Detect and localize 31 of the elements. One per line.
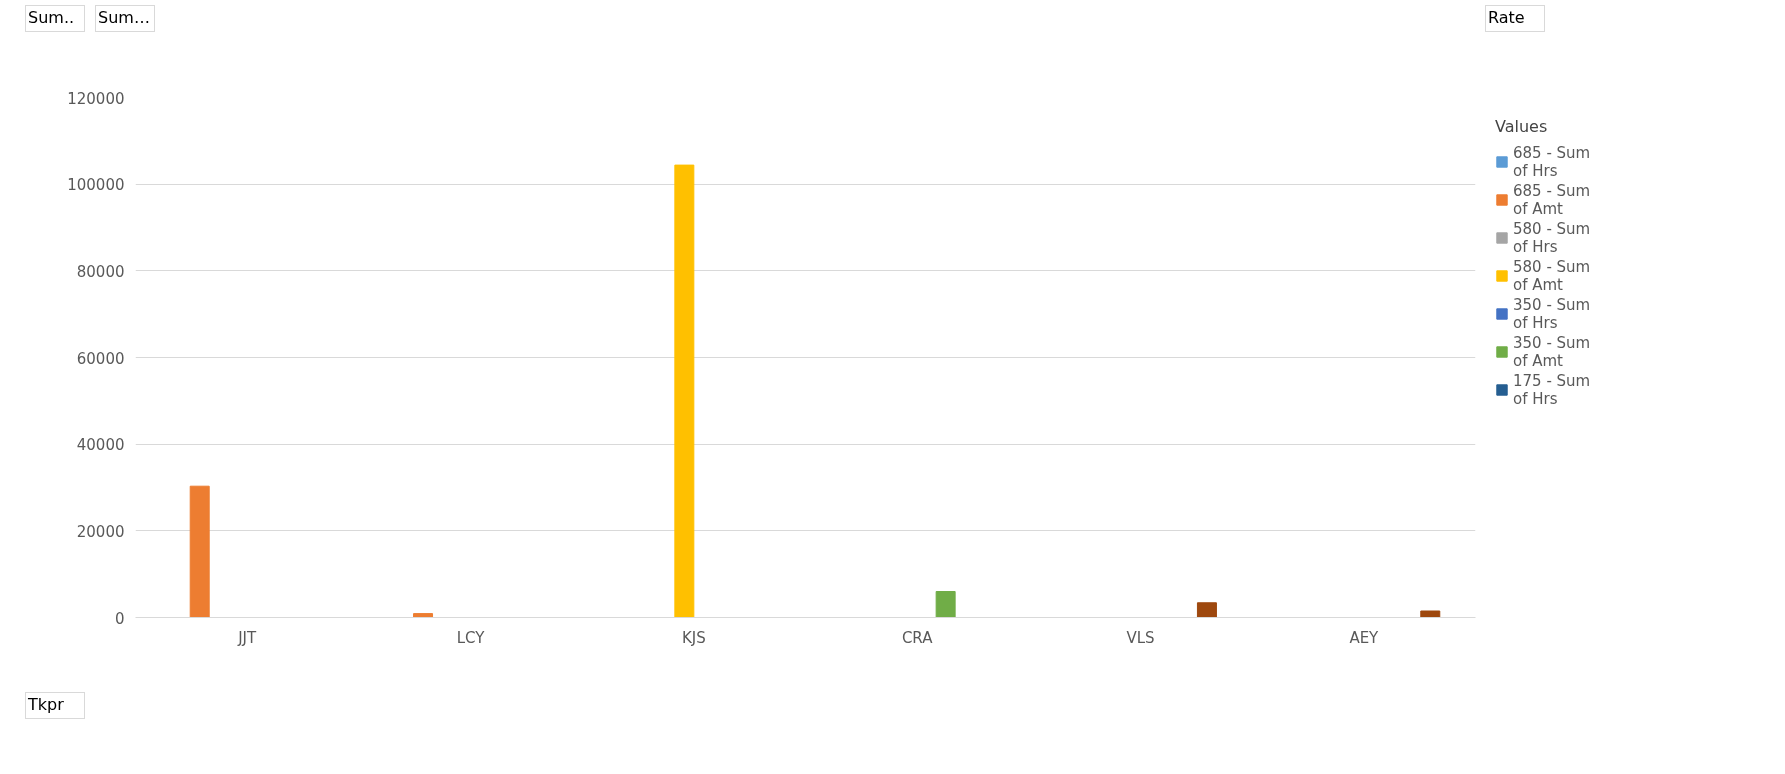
bar [189,485,210,618]
x-tick-label: CRA [901,628,934,647]
legend-label: 350 - Sum of Hrs [1513,295,1591,332]
text: Sum.. [28,7,75,29]
legend-label: 175 - Sum of Hrs [1513,371,1591,408]
legend-label: 685 - Sum of Hrs [1513,143,1591,180]
text: Rate [1488,7,1525,29]
y-tick-label: 80000 [76,262,125,281]
x-tick-label: VLS [1126,628,1155,647]
text: Sum… [98,7,150,29]
bar [674,164,695,618]
y-tick-label: 60000 [76,349,125,368]
legend-title: Values [1495,116,1549,136]
y-tick-label: 100000 [67,176,125,195]
y-tick-label: 40000 [76,436,125,455]
legend-label: 580 - Sum of Hrs [1513,219,1591,256]
legend-label: 350 - Sum of Amt [1513,333,1591,370]
x-tick-label: KJS [681,628,706,647]
y-tick-label: 120000 [67,89,125,108]
legend-label: 580 - Sum of Amt [1513,257,1591,294]
y-tick-label: 20000 [76,522,125,541]
y-tick-label: 0 [114,609,125,628]
text: Tkpr [28,693,64,716]
bar [935,590,956,618]
bar [1196,602,1217,618]
x-tick-label: AEY [1349,628,1380,647]
bar [413,612,434,618]
legend-label: 685 - Sum of Amt [1513,181,1591,218]
x-tick-label: JJT [237,628,258,647]
x-tick-label: LCY [456,628,486,647]
bar [1420,610,1441,618]
